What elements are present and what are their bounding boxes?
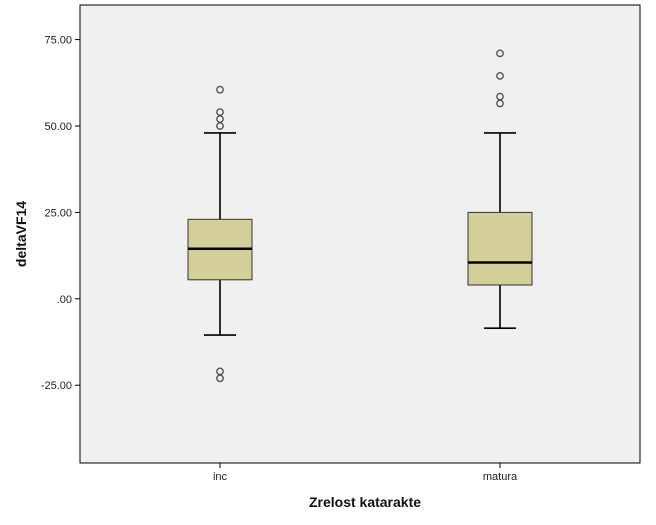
y-tick-label: .00 [57,294,72,306]
y-tick-label: -25.00 [41,380,72,392]
box-inc [187,85,253,383]
y-tick-label: 25.00 [44,207,72,219]
x-tick-label: inc [213,471,228,483]
iqr-box [467,211,533,286]
y-axis-title: deltaVF14 [13,201,29,267]
y-tick-label: 50.00 [44,121,72,133]
outlier-point [216,85,224,94]
x-axis: inc matura [213,463,518,483]
outlier-point [496,99,504,108]
outlier-point [496,71,504,80]
outlier-point [496,49,504,58]
x-axis-title: Zrelost katarakte [309,494,421,510]
outlier-point [216,374,224,383]
plot-area [79,4,641,464]
box-matura [467,49,533,329]
outlier-point [216,122,224,130]
y-tick-label: 75.00 [44,35,72,47]
x-tick-label: matura [483,471,518,483]
boxes [187,49,533,383]
y-axis: 75.00 50.00 25.00 .00 -25.00 [41,35,80,392]
